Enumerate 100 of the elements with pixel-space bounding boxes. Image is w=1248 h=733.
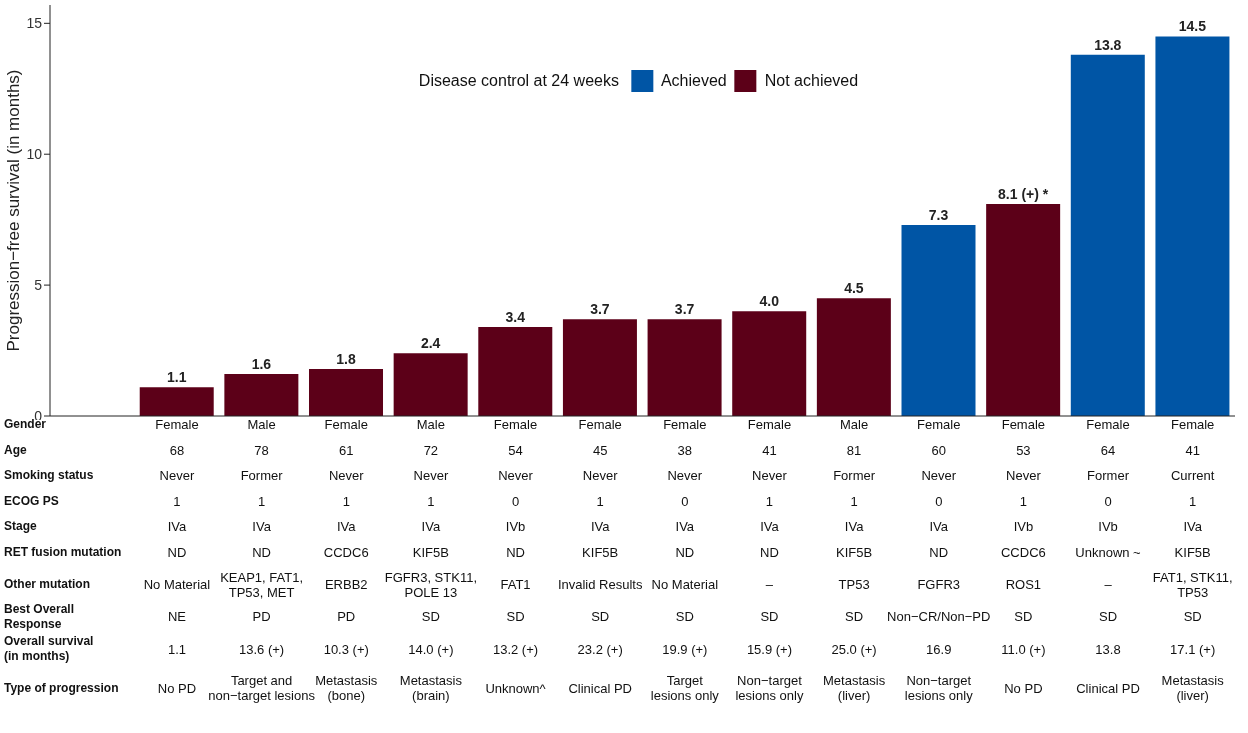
bar (224, 374, 299, 416)
text: IVb (1098, 519, 1118, 535)
bar (562, 319, 637, 416)
data-label: 4.0 (759, 293, 780, 310)
text: IVa (421, 519, 441, 535)
text: Metastasis (liver) (1161, 673, 1224, 703)
text: Metastasis (brain) (399, 673, 462, 703)
text: – (1104, 577, 1112, 592)
text: IVa (844, 519, 864, 535)
text: SD (845, 609, 864, 625)
data-label: 1.1 (166, 369, 187, 386)
text: Former (240, 468, 283, 484)
text: NE (167, 609, 186, 625)
bar (1155, 36, 1230, 416)
text: IVa (167, 519, 187, 535)
text: 1 (596, 493, 604, 509)
data-label: 14.5 (1178, 18, 1207, 35)
text: CCDC6 (1000, 544, 1046, 560)
bar (139, 387, 214, 416)
text: No PD (157, 680, 197, 696)
text: 13.8 (1095, 641, 1121, 657)
text: Former (1087, 468, 1129, 484)
text: 45 (592, 442, 608, 458)
text: IVb (1013, 519, 1034, 535)
text: IVb (505, 519, 526, 535)
data-label: 3.7 (674, 301, 695, 318)
text: FGFR3, STK11, POLE 13 (384, 569, 477, 600)
y-tick-label: 5 (34, 277, 43, 294)
text: ND (760, 544, 779, 560)
text: ND (675, 544, 695, 560)
text: KIF5B (412, 544, 449, 560)
text: SD (591, 609, 610, 625)
text: 0 (1104, 493, 1112, 509)
text: Female (493, 417, 538, 433)
text: Metastasis (liver) (823, 673, 886, 703)
text: CCDC6 (323, 544, 369, 560)
text: IVa (1183, 519, 1202, 535)
text: 81 (846, 442, 862, 458)
text: 1 (765, 493, 774, 509)
text: 1 (427, 493, 435, 509)
text: Target lesions only (650, 673, 719, 703)
data-label: 1.8 (336, 350, 356, 367)
text: Male (247, 417, 276, 433)
text: RET fusion mutation (4, 544, 122, 560)
text: PD (337, 609, 356, 625)
data-label: 3.7 (590, 301, 610, 318)
text: SD (421, 609, 440, 625)
text: 19.9 (+) (662, 641, 708, 657)
text: Metastasis (bone) (315, 673, 378, 703)
bar (309, 368, 384, 416)
text: SD (506, 609, 525, 625)
text: IVa (336, 519, 356, 535)
bar (986, 203, 1061, 416)
text: Age (4, 442, 27, 458)
text: 41 (1185, 442, 1200, 458)
text: SD (1014, 609, 1033, 625)
text: FAT1, STK11, TP53 (1152, 569, 1233, 600)
y-axis-title: Progression−free survival (in months) (4, 69, 24, 352)
text: Non−CR/Non−PD (887, 609, 991, 625)
text: Other mutation (4, 577, 90, 592)
text: No Material (143, 577, 211, 592)
text: 17.1 (+) (1170, 641, 1216, 657)
text: Never (667, 468, 703, 484)
data-label: 13.8 (1094, 36, 1122, 53)
text: Clinical PD (568, 680, 632, 696)
text: 15.9 (+) (746, 641, 793, 657)
text: 1 (173, 493, 181, 509)
text: IVa (252, 519, 271, 535)
text: 0 (511, 493, 520, 509)
bar (393, 353, 468, 416)
text: Female (663, 417, 707, 433)
text: 1 (850, 493, 858, 509)
text: Clinical PD (1076, 680, 1140, 696)
text: Male (416, 417, 445, 433)
text: SD (675, 609, 694, 625)
text: Never (921, 468, 957, 484)
text: 16.9 (926, 641, 952, 657)
text: IVa (760, 519, 779, 535)
text: 10.3 (+) (323, 641, 369, 657)
text: 61 (339, 442, 354, 458)
text: 25.0 (+) (831, 641, 877, 657)
text: Female (917, 417, 961, 433)
text: FAT1 (500, 577, 531, 592)
text: No PD (1004, 680, 1043, 696)
text: 1 (342, 493, 350, 509)
text: 38 (677, 442, 693, 458)
text: IVa (675, 519, 695, 535)
text: Non−target lesions only (904, 673, 973, 703)
text: Male (840, 417, 869, 433)
text: 72 (423, 442, 439, 458)
text: SD (760, 609, 779, 625)
text: 23.2 (+) (577, 641, 623, 657)
text: Never (498, 468, 533, 484)
text: Female (747, 417, 792, 433)
text: ERBB2 (324, 577, 368, 592)
bar (816, 298, 891, 416)
text: 14.0 (+) (408, 641, 454, 657)
text: 1.1 (167, 641, 186, 657)
data-label: 4.5 (844, 280, 864, 297)
legend-label: Not achieved (763, 71, 859, 91)
